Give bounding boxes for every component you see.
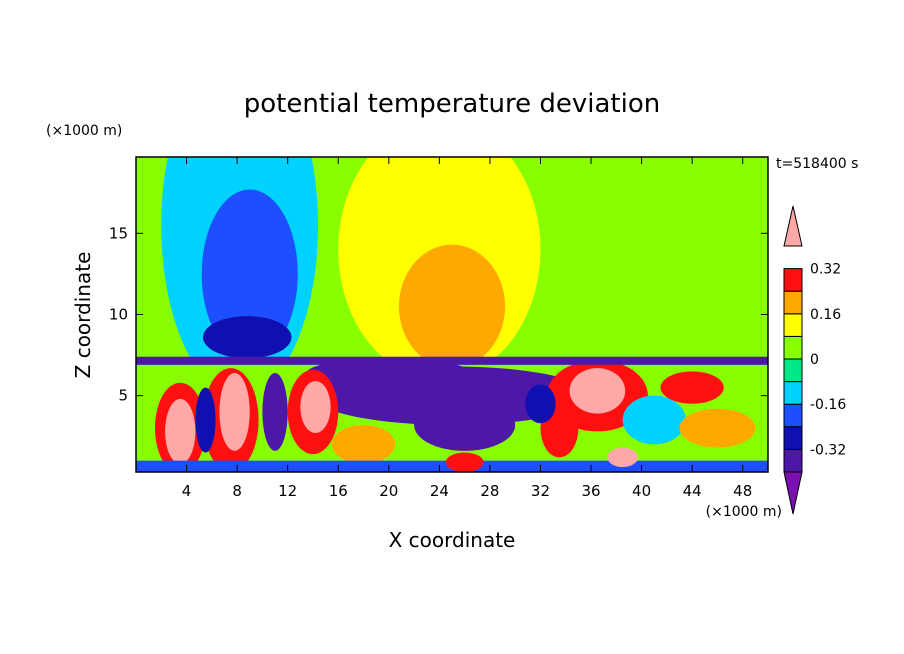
x-tick-label: 28 — [480, 482, 499, 500]
time-label: t=518400 s — [776, 156, 858, 172]
contour-region-2 — [201, 189, 298, 359]
colorbar-swatch — [783, 335, 803, 360]
x-tick-label: 4 — [182, 482, 192, 500]
contour-region-12 — [165, 398, 196, 464]
x-unit-label: (×1000 m) — [706, 504, 782, 520]
contour-region-18 — [195, 387, 216, 453]
x-tick-label: 12 — [278, 482, 297, 500]
x-tick-label: 44 — [683, 482, 702, 500]
contour-field — [136, 157, 768, 472]
x-axis-label: X coordinate — [389, 528, 516, 552]
x-tick-label: 48 — [733, 482, 752, 500]
colorbar-label: 0 — [810, 352, 819, 368]
x-tick-label: 24 — [430, 482, 449, 500]
colorbar-swatch — [783, 358, 803, 383]
contour-region-14 — [219, 372, 250, 451]
colorbar-swatch — [783, 313, 803, 337]
x-tick-label: 36 — [581, 482, 600, 500]
y-axis-label: Z coordinate — [71, 252, 95, 379]
y-tick-label: 10 — [109, 306, 128, 324]
colorbar-swatch — [783, 268, 803, 292]
colorbar-label: -0.32 — [810, 442, 846, 458]
y-axis: 5 10 15 — [109, 224, 768, 405]
colorbar-extend-low — [783, 471, 803, 515]
contour-region-26 — [660, 371, 724, 404]
contour-region-5 — [398, 244, 506, 369]
x-axis: 4 8 12 16 20 24 28 32 36 40 44 48 — [182, 157, 752, 500]
colorbar-extend-high — [783, 205, 803, 247]
x-tick-label: 20 — [379, 482, 398, 500]
x-tick-label: 32 — [531, 482, 550, 500]
contour-region-3 — [202, 316, 292, 359]
y-tick-label: 15 — [109, 224, 128, 242]
contour-region-10 — [414, 398, 516, 451]
colorbar-label: 0.32 — [810, 262, 841, 278]
contour-region-21 — [622, 395, 686, 445]
contour-region-17 — [262, 372, 288, 451]
colorbar-label: -0.16 — [810, 397, 846, 413]
x-tick-label: 40 — [632, 482, 651, 500]
colorbar-swatch — [783, 448, 803, 473]
colorbar-label: 0.16 — [810, 307, 841, 323]
colorbar-swatch — [783, 403, 803, 428]
contour-region-24 — [525, 384, 556, 424]
colorbar-swatch — [783, 426, 803, 450]
colorbar-swatch — [783, 381, 803, 405]
x-tick-label: 8 — [232, 482, 242, 500]
contour-region-22 — [679, 408, 756, 448]
y-unit-label: (×1000 m) — [46, 123, 122, 139]
contour-region-9 — [306, 358, 471, 388]
contour-region-20 — [569, 368, 626, 414]
y-tick-label: 5 — [118, 387, 128, 405]
chart-title: potential temperature deviation — [244, 89, 660, 119]
contour-region-29 — [445, 452, 484, 472]
contour-region-25 — [331, 424, 396, 464]
contour-region-16 — [300, 381, 331, 434]
contour-region-28 — [607, 447, 638, 468]
x-tick-label: 16 — [329, 482, 348, 500]
colorbar: 0.32 0.16 0 -0.16 -0.32 — [783, 205, 846, 515]
contour-region-6 — [578, 157, 768, 380]
contour-region-30 — [136, 356, 768, 365]
colorbar-swatch — [783, 290, 803, 315]
